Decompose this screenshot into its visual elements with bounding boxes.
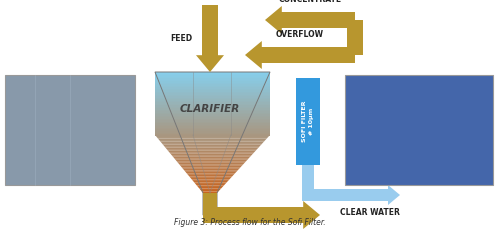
Polygon shape bbox=[155, 84, 270, 86]
Polygon shape bbox=[155, 79, 270, 81]
Polygon shape bbox=[186, 172, 236, 173]
Polygon shape bbox=[155, 114, 270, 116]
Polygon shape bbox=[155, 73, 270, 75]
Polygon shape bbox=[155, 102, 270, 104]
Polygon shape bbox=[155, 119, 270, 120]
Polygon shape bbox=[155, 93, 270, 95]
Polygon shape bbox=[155, 123, 270, 125]
Polygon shape bbox=[155, 104, 270, 105]
Polygon shape bbox=[265, 6, 355, 34]
Polygon shape bbox=[192, 179, 230, 181]
Polygon shape bbox=[155, 75, 270, 76]
Polygon shape bbox=[155, 92, 270, 93]
Polygon shape bbox=[155, 76, 270, 78]
Polygon shape bbox=[159, 140, 266, 142]
Polygon shape bbox=[155, 120, 270, 122]
Polygon shape bbox=[164, 146, 260, 148]
Polygon shape bbox=[155, 111, 270, 113]
Polygon shape bbox=[155, 128, 270, 129]
Polygon shape bbox=[196, 185, 224, 187]
Text: CLEAR WATER: CLEAR WATER bbox=[340, 208, 400, 217]
Polygon shape bbox=[155, 89, 270, 90]
Polygon shape bbox=[155, 116, 270, 117]
Text: OVERFLOW: OVERFLOW bbox=[276, 30, 324, 39]
Polygon shape bbox=[176, 161, 246, 163]
Text: SOFI FILTER
# 10μm: SOFI FILTER # 10μm bbox=[302, 101, 314, 142]
Polygon shape bbox=[179, 164, 244, 166]
Polygon shape bbox=[158, 139, 267, 140]
Polygon shape bbox=[155, 72, 270, 73]
Polygon shape bbox=[169, 152, 254, 154]
Polygon shape bbox=[190, 178, 231, 179]
Polygon shape bbox=[155, 105, 270, 107]
Polygon shape bbox=[155, 129, 270, 131]
Polygon shape bbox=[198, 187, 222, 188]
Polygon shape bbox=[203, 201, 320, 229]
Polygon shape bbox=[186, 173, 235, 175]
Polygon shape bbox=[155, 96, 270, 98]
Polygon shape bbox=[184, 170, 238, 172]
Polygon shape bbox=[155, 101, 270, 102]
Polygon shape bbox=[180, 166, 242, 167]
Polygon shape bbox=[155, 131, 270, 133]
Polygon shape bbox=[296, 78, 320, 165]
Polygon shape bbox=[155, 125, 270, 126]
Polygon shape bbox=[178, 163, 244, 164]
Polygon shape bbox=[166, 148, 258, 149]
Polygon shape bbox=[155, 126, 270, 128]
Polygon shape bbox=[189, 176, 232, 178]
Polygon shape bbox=[196, 184, 226, 185]
Text: CLARIFIER: CLARIFIER bbox=[180, 103, 240, 113]
Polygon shape bbox=[166, 149, 257, 151]
Polygon shape bbox=[202, 191, 218, 193]
Polygon shape bbox=[193, 181, 228, 182]
Polygon shape bbox=[155, 95, 270, 96]
Polygon shape bbox=[183, 169, 239, 170]
Polygon shape bbox=[172, 155, 252, 157]
Polygon shape bbox=[347, 20, 363, 55]
Polygon shape bbox=[155, 117, 270, 119]
Polygon shape bbox=[155, 133, 270, 134]
Polygon shape bbox=[160, 142, 264, 143]
Polygon shape bbox=[155, 86, 270, 87]
Polygon shape bbox=[188, 175, 234, 176]
Text: Figure 3: Process flow for the Sofi Filter.: Figure 3: Process flow for the Sofi Filt… bbox=[174, 218, 326, 227]
Polygon shape bbox=[173, 157, 250, 158]
Polygon shape bbox=[182, 167, 240, 169]
Polygon shape bbox=[155, 87, 270, 89]
Polygon shape bbox=[155, 98, 270, 99]
Polygon shape bbox=[168, 151, 256, 152]
Text: CONCENTRATE: CONCENTRATE bbox=[278, 0, 342, 4]
Polygon shape bbox=[156, 137, 268, 139]
Polygon shape bbox=[155, 81, 270, 83]
Polygon shape bbox=[163, 145, 261, 146]
Polygon shape bbox=[155, 134, 270, 136]
Polygon shape bbox=[199, 188, 221, 190]
Polygon shape bbox=[156, 136, 270, 137]
Bar bbox=[5, 75, 135, 185]
Polygon shape bbox=[302, 185, 400, 205]
Polygon shape bbox=[155, 113, 270, 114]
Polygon shape bbox=[162, 143, 262, 145]
Polygon shape bbox=[155, 99, 270, 101]
Polygon shape bbox=[196, 5, 224, 72]
Text: FEED: FEED bbox=[170, 34, 192, 43]
Polygon shape bbox=[302, 165, 314, 195]
Polygon shape bbox=[155, 107, 270, 108]
Polygon shape bbox=[203, 193, 217, 215]
Polygon shape bbox=[245, 41, 355, 69]
Polygon shape bbox=[176, 160, 248, 161]
Polygon shape bbox=[194, 182, 226, 184]
Polygon shape bbox=[174, 158, 249, 160]
Polygon shape bbox=[155, 90, 270, 92]
Polygon shape bbox=[200, 190, 220, 191]
Polygon shape bbox=[155, 122, 270, 123]
Polygon shape bbox=[155, 110, 270, 111]
Polygon shape bbox=[155, 108, 270, 110]
Polygon shape bbox=[170, 154, 253, 155]
Polygon shape bbox=[155, 78, 270, 79]
Bar bbox=[345, 75, 493, 185]
Polygon shape bbox=[155, 83, 270, 84]
